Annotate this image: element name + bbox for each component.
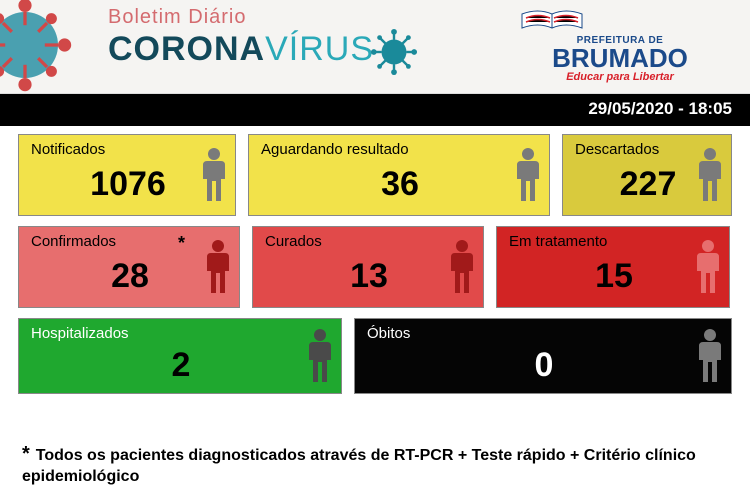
asterisk-mark: * xyxy=(178,233,185,254)
card-tratamento: Em tratamento 15 xyxy=(496,226,730,308)
person-icon xyxy=(513,147,543,203)
city-logo: PREFEITURA DE BRUMADO Educar para Libert… xyxy=(520,8,720,83)
person-icon xyxy=(695,328,725,384)
card-label: Notificados xyxy=(31,141,225,158)
card-value: 2 xyxy=(31,342,331,389)
footnote: *Todos os pacientes diagnosticados atrav… xyxy=(22,442,728,487)
card-label: Curados xyxy=(265,233,473,250)
corona-word-light: VÍRUS xyxy=(265,30,374,68)
virus-icon xyxy=(370,28,418,76)
row-yellow: Notificados 1076 Aguardando resultado 36… xyxy=(18,134,732,216)
city-name: BRUMADO xyxy=(520,46,720,71)
book-icon xyxy=(520,8,584,30)
row-red: Confirmados * 28 Curados 13 Em tratament… xyxy=(18,226,732,308)
coronavirus-title: CORONAVÍRUS xyxy=(108,30,374,69)
card-label: Em tratamento xyxy=(509,233,719,250)
card-label: Hospitalizados xyxy=(31,325,331,342)
boletim-title: Boletim Diário xyxy=(108,6,246,29)
person-icon xyxy=(447,239,477,295)
person-icon xyxy=(693,239,723,295)
card-value: 28 xyxy=(31,250,229,303)
card-value: 13 xyxy=(265,250,473,303)
card-aguardando: Aguardando resultado 36 xyxy=(248,134,550,216)
stats-grid: Notificados 1076 Aguardando resultado 36… xyxy=(18,134,732,404)
card-value: 0 xyxy=(367,342,721,389)
card-label: Confirmados xyxy=(31,233,229,250)
card-descartados: Descartados 227 xyxy=(562,134,732,216)
card-label: Aguardando resultado xyxy=(261,141,539,158)
footnote-text: Todos os pacientes diagnosticados atravé… xyxy=(22,447,696,485)
card-value: 36 xyxy=(261,158,539,211)
row-bottom: Hospitalizados 2 Óbitos 0 xyxy=(18,318,732,394)
card-value: 1076 xyxy=(31,158,225,211)
card-value: 15 xyxy=(509,250,719,303)
card-confirmados: Confirmados * 28 xyxy=(18,226,240,308)
card-label: Óbitos xyxy=(367,325,721,342)
timestamp-bar: 29/05/2020 - 18:05 xyxy=(0,94,750,126)
person-icon xyxy=(203,239,233,295)
card-notificados: Notificados 1076 xyxy=(18,134,236,216)
corona-word-dark: CORONA xyxy=(108,30,265,68)
card-hospitalizados: Hospitalizados 2 xyxy=(18,318,342,394)
person-icon xyxy=(695,147,725,203)
person-icon xyxy=(199,147,229,203)
card-obitos: Óbitos 0 xyxy=(354,318,732,394)
city-tagline: Educar para Libertar xyxy=(520,71,720,83)
person-icon xyxy=(305,328,335,384)
card-curados: Curados 13 xyxy=(252,226,484,308)
bulletin-page: Boletim Diário CORONAVÍRUS PREFEITURA DE… xyxy=(0,0,750,500)
footnote-asterisk: * xyxy=(22,443,30,465)
header: Boletim Diário CORONAVÍRUS PREFEITURA DE… xyxy=(0,0,750,94)
virus-background-icon xyxy=(0,0,80,94)
